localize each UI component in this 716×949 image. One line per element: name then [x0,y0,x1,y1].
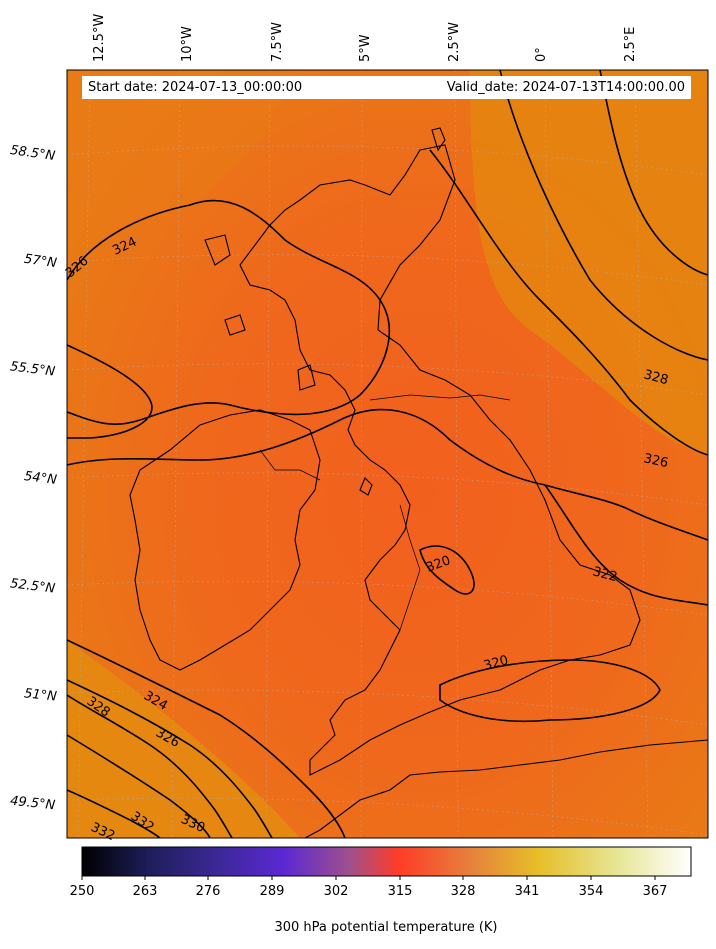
contour-label: 320 [482,653,510,674]
lon-label: 12.5°W [92,13,107,62]
map-frame [66,69,709,839]
contour-label: 322 [591,564,619,585]
cool-zone-southwest [67,640,300,838]
colorbar-tick-label: 289 [259,884,285,899]
contour-label: 326 [642,451,669,471]
contour-326-sw [67,679,273,838]
contour-label: 328 [642,367,670,388]
colorbar-label: 300 hPa potential temperature (K) [274,920,498,935]
contour-320-mid [419,545,475,595]
contour-326-mid [67,408,708,541]
colorbar-tick-label: 263 [132,884,158,899]
lon-label: 5°W [358,34,373,62]
contour-328-outer [599,70,708,276]
valid-date: Valid_date: 2024-07-13T14:00:00.00 [446,80,685,95]
contour-332-sw [67,789,161,838]
contour-324-west [67,344,153,439]
colorbar-tick-label: 276 [195,884,221,899]
map-panel [66,69,709,839]
colorbar-tick-label: 341 [514,884,540,899]
lon-label: 2.5°W [447,21,462,62]
contour-lines [67,70,708,838]
contour-326-east [429,149,708,456]
colorbar-tick-label: 315 [387,884,413,899]
cool-zone-northwest [67,70,300,270]
contour-320-south [439,659,661,723]
colorbar-tick-label: 250 [69,884,95,899]
lon-label: 0° [534,47,549,62]
contour-328-east [499,70,708,361]
contour-328-sw [67,694,233,838]
start-date: Start date: 2024-07-13_00:00:00 [88,80,303,95]
colorbar-tick-label: 354 [578,884,604,899]
isle-of-man [359,477,373,496]
contour-324-sw [67,639,346,838]
contour-330-sw [67,734,211,838]
colorbar-tick-label: 328 [450,884,476,899]
cool-zone-northeast [470,70,708,455]
france-coast [304,739,708,838]
great-britain-coast [239,144,641,776]
date-header: Start date: 2024-07-13_00:00:00 Valid_da… [82,76,691,99]
contour-label-group: 326 324 328 326 320 322 320 328 324 326 … [63,235,670,845]
lon-label: 2.5°E [623,26,638,62]
colorbar-tick-label: 302 [323,884,349,899]
country-borders [259,394,511,631]
contour-326-west [67,199,390,425]
lon-label: 10°W [180,26,195,62]
colorbar-tick-label: 367 [642,884,668,899]
hebrides [204,234,316,391]
lon-label: 7.5°W [270,21,285,62]
colorbar [81,846,692,877]
colorbar-ticks [81,876,656,880]
coastlines [129,127,708,838]
shetland-islands [431,127,446,152]
contour-322 [544,484,708,606]
